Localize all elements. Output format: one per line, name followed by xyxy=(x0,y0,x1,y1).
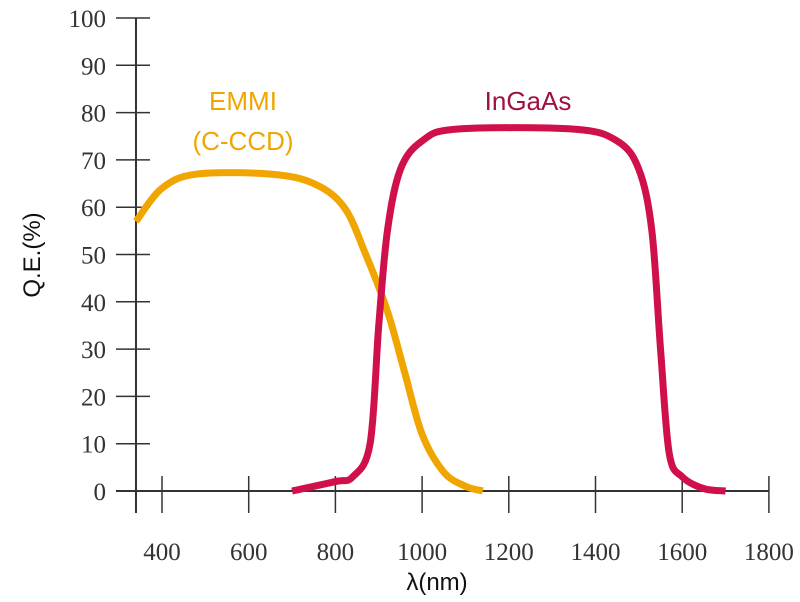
x-tick-label: 1400 xyxy=(571,539,621,566)
x-tick-label: 400 xyxy=(143,539,181,566)
x-tick-label: 800 xyxy=(317,539,355,566)
y-tick-label: 80 xyxy=(81,101,106,128)
y-axis-title: Q.E.(%) xyxy=(19,212,46,297)
x-tick-label: 1800 xyxy=(744,539,794,566)
y-tick-label: 60 xyxy=(81,195,106,222)
x-tick-label: 1000 xyxy=(397,539,447,566)
axes: 0 10 20 30 40 50 60 70 80 90 100 400 600 800 1000 1200 1… xyxy=(69,6,794,566)
y-tick-label: 30 xyxy=(81,337,106,364)
y-tick-label: 70 xyxy=(81,148,106,175)
series-label-emmi-line2: (C-CCD) xyxy=(192,126,293,156)
y-tick-label: 50 xyxy=(81,243,106,270)
x-tick-label: 1200 xyxy=(484,539,534,566)
x-tick-label: 600 xyxy=(230,539,268,566)
series-line-ingaas xyxy=(291,124,726,495)
y-tick-label: 0 xyxy=(94,479,107,506)
x-tick-label: 1600 xyxy=(657,539,707,566)
x-axis-title: λ(nm) xyxy=(406,569,467,596)
y-tick-label: 100 xyxy=(69,6,107,33)
series-label-emmi: EMMI xyxy=(209,86,277,116)
series-line-emmi xyxy=(133,169,484,495)
y-tick-label: 20 xyxy=(81,384,106,411)
y-tick-label: 40 xyxy=(81,290,106,317)
y-tick-label: 90 xyxy=(81,53,106,80)
series-label-ingaas: InGaAs xyxy=(485,86,572,116)
series-lines xyxy=(133,124,726,495)
y-tick-label: 10 xyxy=(81,432,106,459)
